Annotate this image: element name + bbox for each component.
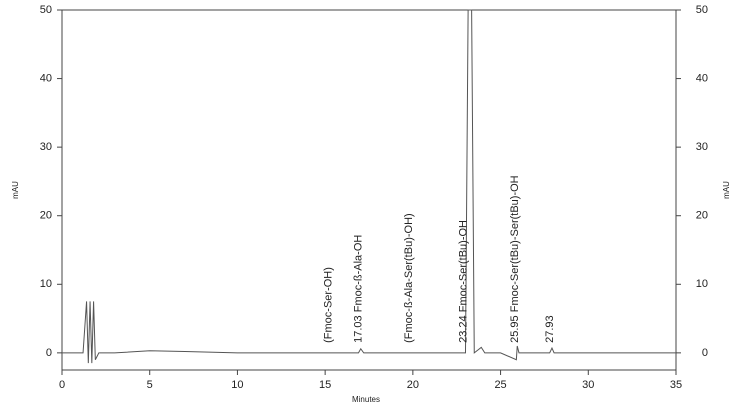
y-tick-label: 20 bbox=[40, 210, 52, 222]
y-tick-label: 50 bbox=[40, 4, 52, 16]
y2-tick-label: 10 bbox=[696, 278, 708, 290]
trace bbox=[62, 9, 676, 364]
y2-tick-label: 0 bbox=[702, 347, 708, 359]
peak-annotation: (Fmoc-ß-Ala-Ser(tBu)-OH) bbox=[403, 213, 415, 343]
x-tick-label: 20 bbox=[407, 379, 419, 391]
peak-annotation: 27.93 bbox=[544, 315, 556, 343]
y2-axis-label: mAU bbox=[722, 181, 731, 199]
x-tick-label: 15 bbox=[319, 379, 331, 391]
y2-tick-label: 40 bbox=[696, 72, 708, 84]
x-axis-label: Minutes bbox=[352, 395, 380, 404]
peak-annotation: 25.95 Fmoc-Ser(tBu)-Ser(tBu)-OH bbox=[509, 175, 521, 343]
peak-annotation: 17.03 Fmoc-ß-Ala-OH bbox=[353, 235, 365, 343]
x-tick-label: 0 bbox=[59, 379, 65, 391]
y-axis-label: mAU bbox=[11, 181, 20, 199]
x-tick-label: 25 bbox=[494, 379, 506, 391]
y2-tick-label: 20 bbox=[696, 210, 708, 222]
x-tick-label: 30 bbox=[582, 379, 594, 391]
y-tick-label: 40 bbox=[40, 72, 52, 84]
x-tick-label: 10 bbox=[231, 379, 243, 391]
y2-tick-label: 30 bbox=[696, 141, 708, 153]
x-tick-label: 35 bbox=[670, 379, 682, 391]
y-tick-label: 0 bbox=[46, 347, 52, 359]
y-tick-label: 30 bbox=[40, 141, 52, 153]
peak-annotation: 23.24 Fmoc-Ser(tBu)-OH bbox=[457, 220, 469, 343]
plot-frame bbox=[61, 9, 677, 371]
peak-annotation: (Fmoc-Ser-OH) bbox=[322, 267, 334, 343]
x-tick-label: 5 bbox=[147, 379, 153, 391]
y-tick-label: 10 bbox=[40, 278, 52, 290]
y2-tick-label: 50 bbox=[696, 4, 708, 16]
